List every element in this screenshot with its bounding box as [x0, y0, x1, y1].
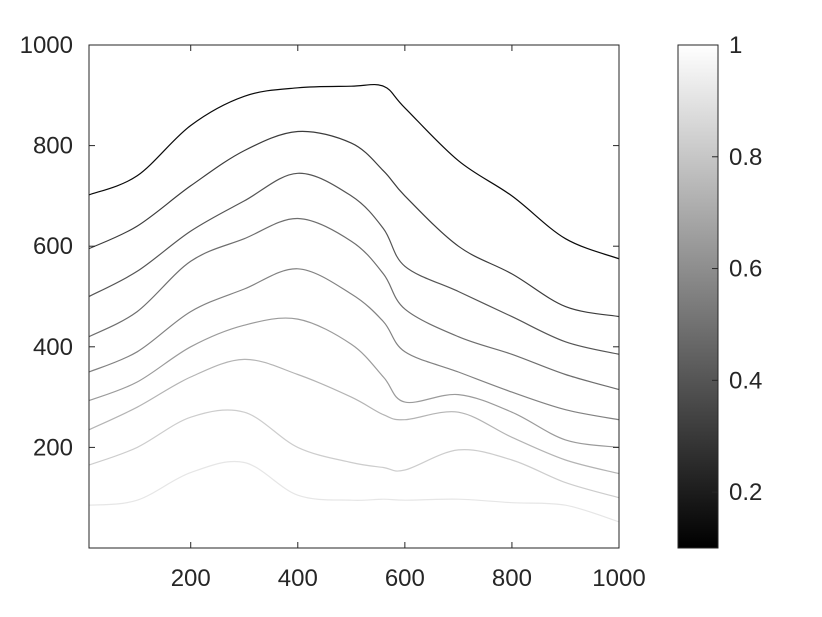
x-tick-label: 800 [492, 565, 532, 592]
y-tick-label: 800 [33, 133, 73, 160]
series-line-level-0.7 [88, 317, 620, 448]
series-line-level-0.6 [88, 268, 620, 421]
colorbar-tick-label: 0.6 [729, 256, 762, 283]
series-line-level-0.3 [88, 130, 620, 318]
plot-frame [88, 44, 620, 549]
series-line-level-0.4 [88, 172, 620, 355]
series-layer [88, 83, 620, 523]
colorbar-tick-label: 0.2 [729, 479, 762, 506]
axis-layer: 200 400 600 800 1000 200 400 600 800 1000 [20, 32, 646, 592]
y-tick-label: 600 [33, 233, 73, 260]
y-tick-label: 200 [33, 434, 73, 461]
colorbar-tick-label: 1 [729, 32, 742, 59]
colorbar-axis: 0.2 0.4 0.6 0.8 1 [712, 32, 762, 506]
colorbar [677, 44, 719, 549]
series-line-level-1 [88, 460, 620, 523]
series-line-level-0.9 [88, 409, 620, 499]
series-line-level-0.5 [88, 217, 620, 391]
x-tick-label: 400 [278, 565, 318, 592]
y-tick-label: 400 [33, 334, 73, 361]
series-line-level-0.2 [88, 83, 620, 260]
x-tick-label: 1000 [592, 565, 645, 592]
x-tick-label: 200 [171, 565, 211, 592]
colorbar-tick-label: 0.8 [729, 144, 762, 171]
series-line-level-0.8 [88, 358, 620, 475]
y-tick-label: 1000 [20, 32, 73, 59]
colorbar-tick-label: 0.4 [729, 367, 762, 394]
x-tick-label: 600 [385, 565, 425, 592]
